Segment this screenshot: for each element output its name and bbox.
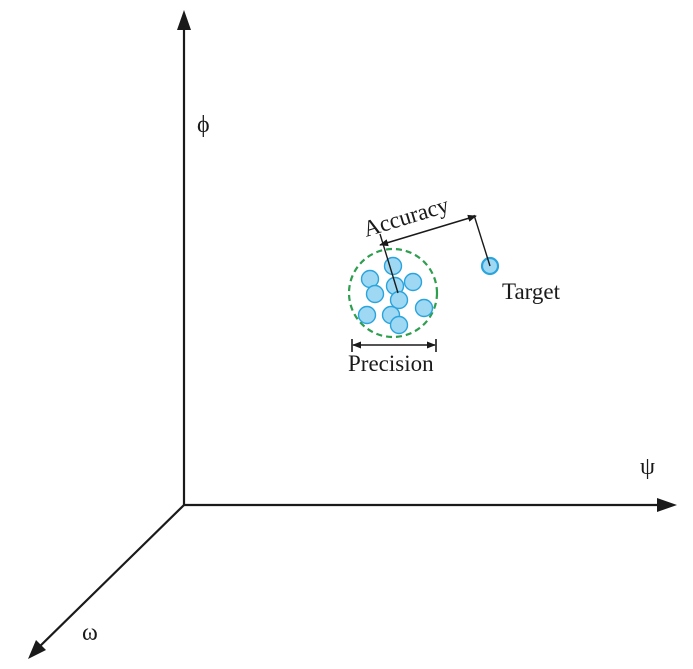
cluster-point <box>389 315 409 335</box>
vertical-axis-label: ϕ <box>197 112 210 138</box>
precision-label: Precision <box>348 351 434 376</box>
cluster-point <box>365 284 385 304</box>
cluster-points <box>357 256 434 335</box>
cluster-point <box>414 298 434 318</box>
depth-axis-arrowhead <box>28 640 46 659</box>
depth-axis <box>33 504 185 653</box>
horizontal-axis-arrowhead <box>657 498 677 512</box>
cluster-point <box>357 305 377 325</box>
depth-axis-label: ω <box>82 620 98 646</box>
vertical-axis-arrowhead <box>177 10 191 30</box>
target-label: Target <box>502 279 561 304</box>
precision-cluster-ring <box>347 247 439 339</box>
cluster-point <box>389 290 409 310</box>
accuracy-arrow <box>379 214 477 247</box>
horizontal-axis-label: ψ <box>640 454 655 480</box>
cluster-point <box>383 256 403 276</box>
accuracy-leader-target <box>473 214 491 267</box>
accuracy-label: Accuracy <box>360 192 452 242</box>
cluster-point <box>403 272 423 292</box>
